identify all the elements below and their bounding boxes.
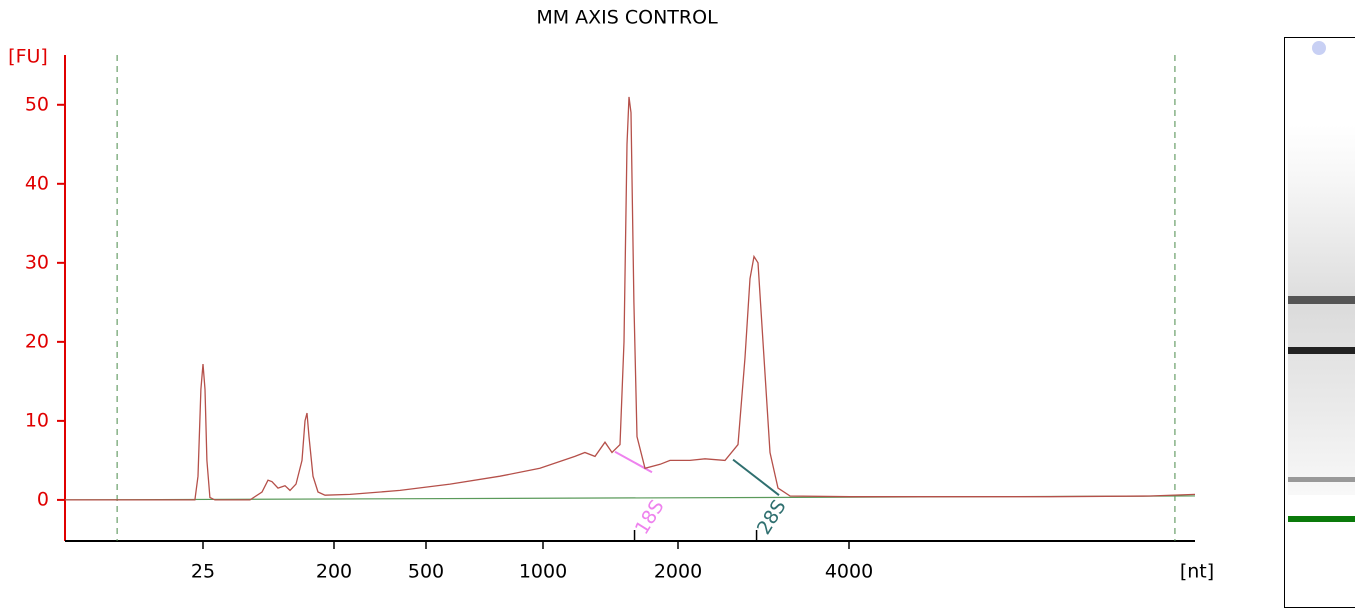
y-tick-label: 0 — [37, 488, 49, 510]
x-tick-label: 1000 — [519, 561, 567, 583]
x-tick-label: 2000 — [654, 561, 702, 583]
trace-line — [65, 96, 1196, 501]
x-tick-label: 200 — [316, 561, 352, 583]
y-tick-label: 10 — [25, 409, 49, 431]
peak-range — [614, 450, 653, 474]
x-axis-label: [nt] — [1180, 561, 1214, 583]
peak-range — [732, 458, 780, 496]
y-tick-label: 40 — [25, 172, 49, 194]
gel-image — [1284, 37, 1355, 608]
y-tick-label: 30 — [25, 251, 49, 273]
y-tick-label: 20 — [25, 330, 49, 352]
peak-label: 18S — [631, 496, 669, 538]
x-tick-label: 25 — [191, 561, 215, 583]
x-tick-label: 500 — [408, 561, 444, 583]
chart-title: MM AXIS CONTROL — [536, 7, 718, 29]
x-tick-label: 4000 — [825, 561, 873, 583]
peak-label: 28S — [753, 496, 791, 538]
y-axis-label: [FU] — [8, 46, 48, 68]
y-tick-label: 50 — [25, 93, 49, 115]
